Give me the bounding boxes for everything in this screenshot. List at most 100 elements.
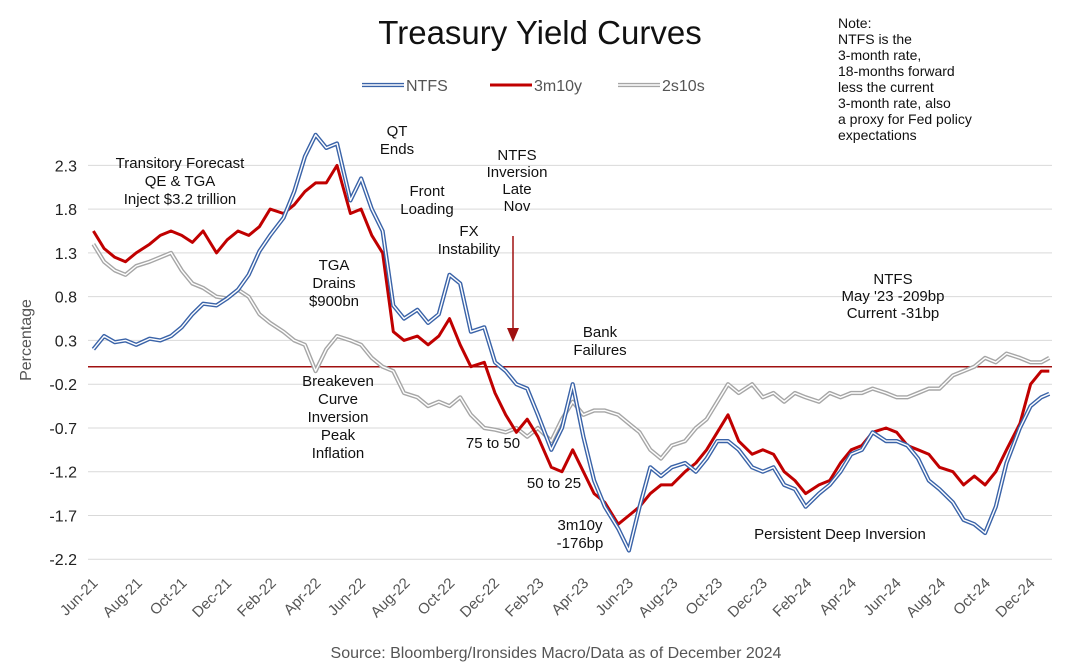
x-tick-label: Oct-23 [682,575,726,619]
x-tick-label: Aug-22 [367,575,413,621]
svg-text:Curve: Curve [318,391,358,408]
y-tick-label: 0.3 [55,333,77,350]
svg-text:3m10y: 3m10y [557,517,603,534]
x-tick-label: Feb-23 [502,575,548,621]
svg-text:-176bp: -176bp [557,535,604,552]
x-tick-label: Aug-23 [635,575,681,621]
svg-text:May '23 -209bp: May '23 -209bp [842,288,945,305]
annotation-50-to-25: 50 to 25 [527,475,581,492]
svg-text:Instability: Instability [438,241,501,258]
y-tick-label: 0.8 [55,290,77,307]
x-tick-label: Apr-24 [816,575,860,619]
y-tick-label: -2.2 [49,552,77,569]
note-line: 3-month rate, also [838,95,951,111]
svg-text:Nov: Nov [504,198,531,215]
svg-text:Inject $3.2 trillion: Inject $3.2 trillion [124,191,237,208]
grid-lines [88,164,1052,560]
series-3m10y-line [92,163,1050,526]
svg-text:Failures: Failures [573,342,626,359]
svg-text:NTFS: NTFS [873,271,912,288]
chart-title: Treasury Yield Curves [378,14,701,51]
svg-text:Inversion: Inversion [487,164,548,181]
y-axis-ticks: 2.3 1.8 1.3 0.8 0.3 -0.2 -0.7 -1.2 -1.7 -2.2 [49,158,77,569]
note-line: NTFS is the [838,31,912,47]
y-tick-label: -1.2 [49,465,77,482]
inversion-arrow [507,236,519,342]
svg-text:Late: Late [502,181,531,198]
svg-text:Transitory Forecast: Transitory Forecast [116,155,245,172]
svg-text:QT: QT [387,123,408,140]
svg-text:Drains: Drains [312,275,355,292]
source-text: Source: Bloomberg/Ironsides Macro/Data a… [331,645,782,662]
svg-text:Persistent Deep Inversion: Persistent Deep Inversion [754,526,926,543]
y-tick-label: -1.7 [49,508,77,525]
note-line: Note: [838,15,871,31]
x-tick-label: Dec-22 [457,575,503,621]
svg-text:NTFS: NTFS [406,78,448,95]
svg-text:Bank: Bank [583,324,618,341]
svg-text:Loading: Loading [400,201,453,218]
annotation-75-to-50: 75 to 50 [466,435,520,452]
svg-text:Inflation: Inflation [312,445,365,462]
svg-text:FX: FX [459,223,478,240]
x-tick-label: Aug-21 [100,575,146,621]
note-line: expectations [838,127,917,143]
x-tick-label: Apr-22 [281,575,325,619]
y-tick-label: -0.7 [49,421,77,438]
x-tick-label: Jun-22 [325,575,369,619]
x-tick-label: Feb-22 [234,575,280,621]
legend-item-2s10s: 2s10s [618,78,705,95]
x-tick-label: Dec-23 [725,575,771,621]
x-tick-label: Apr-23 [548,575,592,619]
y-tick-label: 1.3 [55,246,77,263]
series-ntfs-line [91,132,1051,553]
x-tick-label: Jun-21 [57,575,101,619]
note-line: 18-months forward [838,63,955,79]
svg-text:3m10y: 3m10y [534,78,582,95]
svg-text:75 to 50: 75 to 50 [466,435,520,452]
note-line: less the current [838,79,934,95]
y-axis-label: Percentage [18,299,35,381]
x-tick-label: Oct-24 [950,575,994,619]
svg-text:Breakeven: Breakeven [302,373,374,390]
x-tick-label: Feb-24 [770,575,816,621]
y-tick-label: -0.2 [49,377,77,394]
svg-text:Inversion: Inversion [308,409,369,426]
annotation-persistent: Persistent Deep Inversion [754,526,926,543]
svg-text:2s10s: 2s10s [662,78,705,95]
note-line: a proxy for Fed policy [838,111,972,127]
series-lines [91,132,1051,553]
svg-text:NTFS: NTFS [497,147,536,164]
x-tick-label: Oct-21 [147,575,191,619]
y-tick-label: 1.8 [55,202,77,219]
svg-text:QE & TGA: QE & TGA [145,173,216,190]
svg-text:Current -31bp: Current -31bp [847,305,940,322]
svg-text:$900bn: $900bn [309,293,359,310]
x-tick-label: Jun-24 [860,575,904,619]
note-line: 3-month rate, [838,47,921,63]
series-2s10s-line [91,243,1051,461]
annotation-3m10y-min: 3m10y-176bp [557,517,604,552]
x-tick-label: Aug-24 [903,575,949,621]
x-tick-label: Dec-21 [189,575,235,621]
x-tick-label: Oct-22 [414,575,458,619]
svg-text:50 to 25: 50 to 25 [527,475,581,492]
svg-text:Peak: Peak [321,427,356,444]
x-tick-label: Jun-23 [592,575,636,619]
svg-text:Ends: Ends [380,141,414,158]
svg-text:Front: Front [409,183,445,200]
y-tick-label: 2.3 [55,158,77,175]
